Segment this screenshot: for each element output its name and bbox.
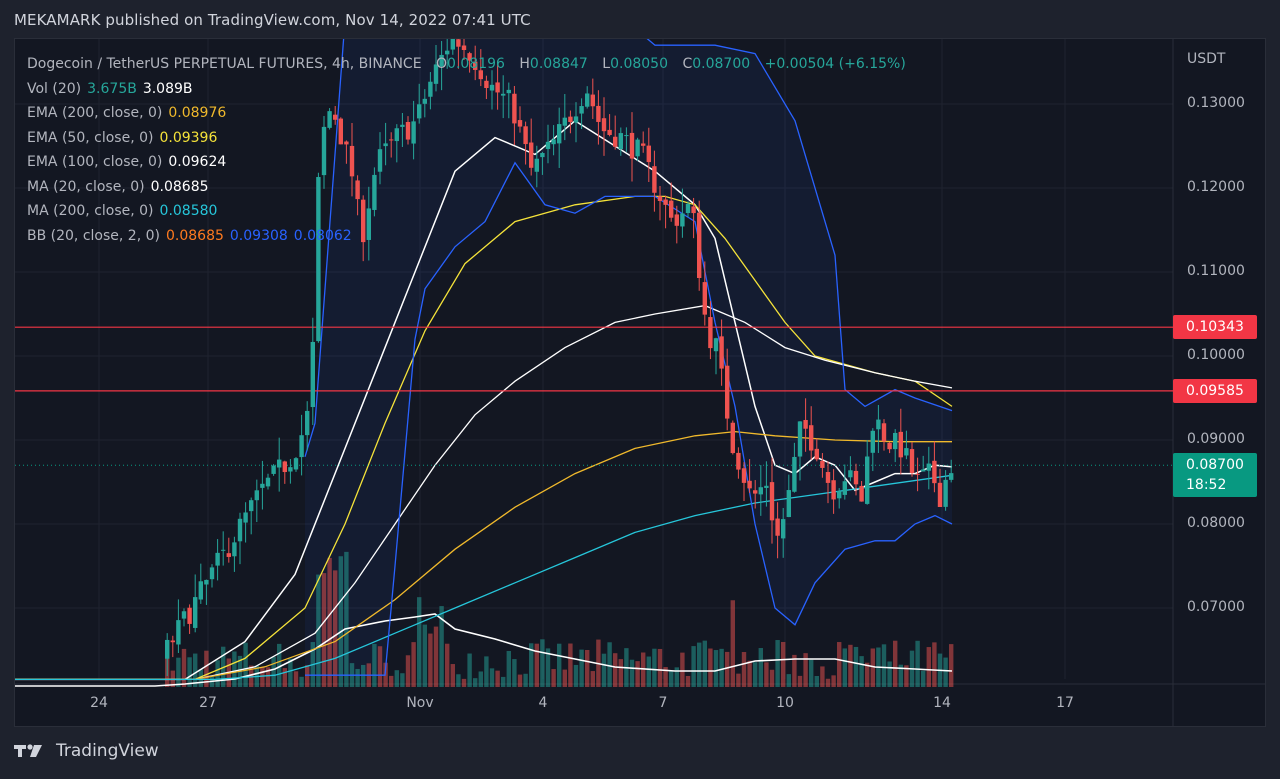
indicator-value: 0.08976 xyxy=(168,105,227,121)
time-tick: 27 xyxy=(199,695,217,711)
symbol-title[interactable]: Dogecoin / TetherUS PERPETUAL FUTURES, 4… xyxy=(27,56,422,72)
price-tick: 0.13000 xyxy=(1187,95,1245,111)
indicator-label: MA (20, close, 0) xyxy=(27,178,145,195)
symbol-row: Dogecoin / TetherUS PERPETUAL FUTURES, 4… xyxy=(27,52,906,77)
time-tick: 7 xyxy=(658,695,668,711)
indicator-value: 0.08685 xyxy=(150,178,209,195)
time-tick: Nov xyxy=(406,695,434,711)
price-chart[interactable] xyxy=(15,39,1266,727)
indicator-value: 0.09624 xyxy=(168,154,227,170)
price-tick: 0.08000 xyxy=(1187,515,1245,531)
indicator-value: 0.08685 xyxy=(165,227,224,244)
chart-legend: Dogecoin / TetherUS PERPETUAL FUTURES, 4… xyxy=(27,52,906,248)
open-value: 0.08196 xyxy=(447,56,505,72)
indicator-value: 0.09308 xyxy=(229,227,288,244)
change-value: +0.00504 (+6.15%) xyxy=(764,56,906,72)
brand-name: TradingView xyxy=(56,741,159,761)
indicator-label: BB (20, close, 2, 0) xyxy=(27,227,160,244)
indicator-label: Vol (20) xyxy=(27,80,82,97)
price-tick: 0.07000 xyxy=(1187,599,1245,615)
high-label: H xyxy=(519,56,530,72)
last-price: 0.08700 xyxy=(1186,457,1244,473)
price-tick: 0.12000 xyxy=(1187,179,1245,195)
indicator-value: 3.675B xyxy=(87,80,137,97)
indicator-row[interactable]: MA (20, close, 0) 0.08685 xyxy=(27,175,906,200)
indicator-value: 3.089B xyxy=(142,80,193,97)
time-tick: 17 xyxy=(1056,695,1074,711)
indicator-label: EMA (200, close, 0) xyxy=(27,105,163,121)
time-tick: 10 xyxy=(776,695,794,711)
price-tick: 0.10000 xyxy=(1187,347,1245,363)
low-label: L xyxy=(602,56,611,72)
indicator-label: EMA (100, close, 0) xyxy=(27,154,163,170)
last-price-tag: 0.08700 18:52 xyxy=(1173,453,1257,497)
indicator-value: 0.09396 xyxy=(159,129,218,146)
indicator-row[interactable]: EMA (100, close, 0) 0.09624 xyxy=(27,150,906,175)
price-tick: 0.09000 xyxy=(1187,431,1245,447)
low-value: 0.08050 xyxy=(610,56,668,72)
hline-tag-lower[interactable]: 0.09585 xyxy=(1173,379,1257,403)
indicator-row[interactable]: EMA (200, close, 0) 0.08976 xyxy=(27,101,906,126)
indicator-value: 0.08062 xyxy=(293,227,352,244)
time-tick: 24 xyxy=(90,695,108,711)
indicator-row[interactable]: Vol (20) 3.675B 3.089B xyxy=(27,77,906,102)
indicator-row[interactable]: MA (200, close, 0) 0.08580 xyxy=(27,199,906,224)
price-tick: 0.11000 xyxy=(1187,263,1245,279)
price-axis-currency: USDT xyxy=(1187,51,1226,67)
tradingview-logo-icon xyxy=(14,744,42,757)
high-value: 0.08847 xyxy=(529,56,588,72)
publisher-line: MEKAMARK published on TradingView.com, N… xyxy=(14,11,531,29)
time-tick: 14 xyxy=(933,695,951,711)
indicator-value: 0.08580 xyxy=(159,203,218,219)
chart-pane[interactable]: Dogecoin / TetherUS PERPETUAL FUTURES, 4… xyxy=(14,38,1266,727)
hline-tag-upper[interactable]: 0.10343 xyxy=(1173,315,1257,339)
close-label: C xyxy=(682,56,693,72)
indicator-row[interactable]: BB (20, close, 2, 0) 0.08685 0.09308 0.0806… xyxy=(27,224,906,249)
indicator-row[interactable]: EMA (50, close, 0) 0.09396 xyxy=(27,126,906,151)
open-label: O xyxy=(436,56,448,72)
bar-countdown: 18:52 xyxy=(1186,477,1227,493)
indicator-label: EMA (50, close, 0) xyxy=(27,129,154,146)
indicator-label: MA (200, close, 0) xyxy=(27,203,154,219)
tradingview-logo[interactable]: TradingView xyxy=(14,741,159,761)
close-value: 0.08700 xyxy=(692,56,751,72)
time-tick: 4 xyxy=(538,695,548,711)
